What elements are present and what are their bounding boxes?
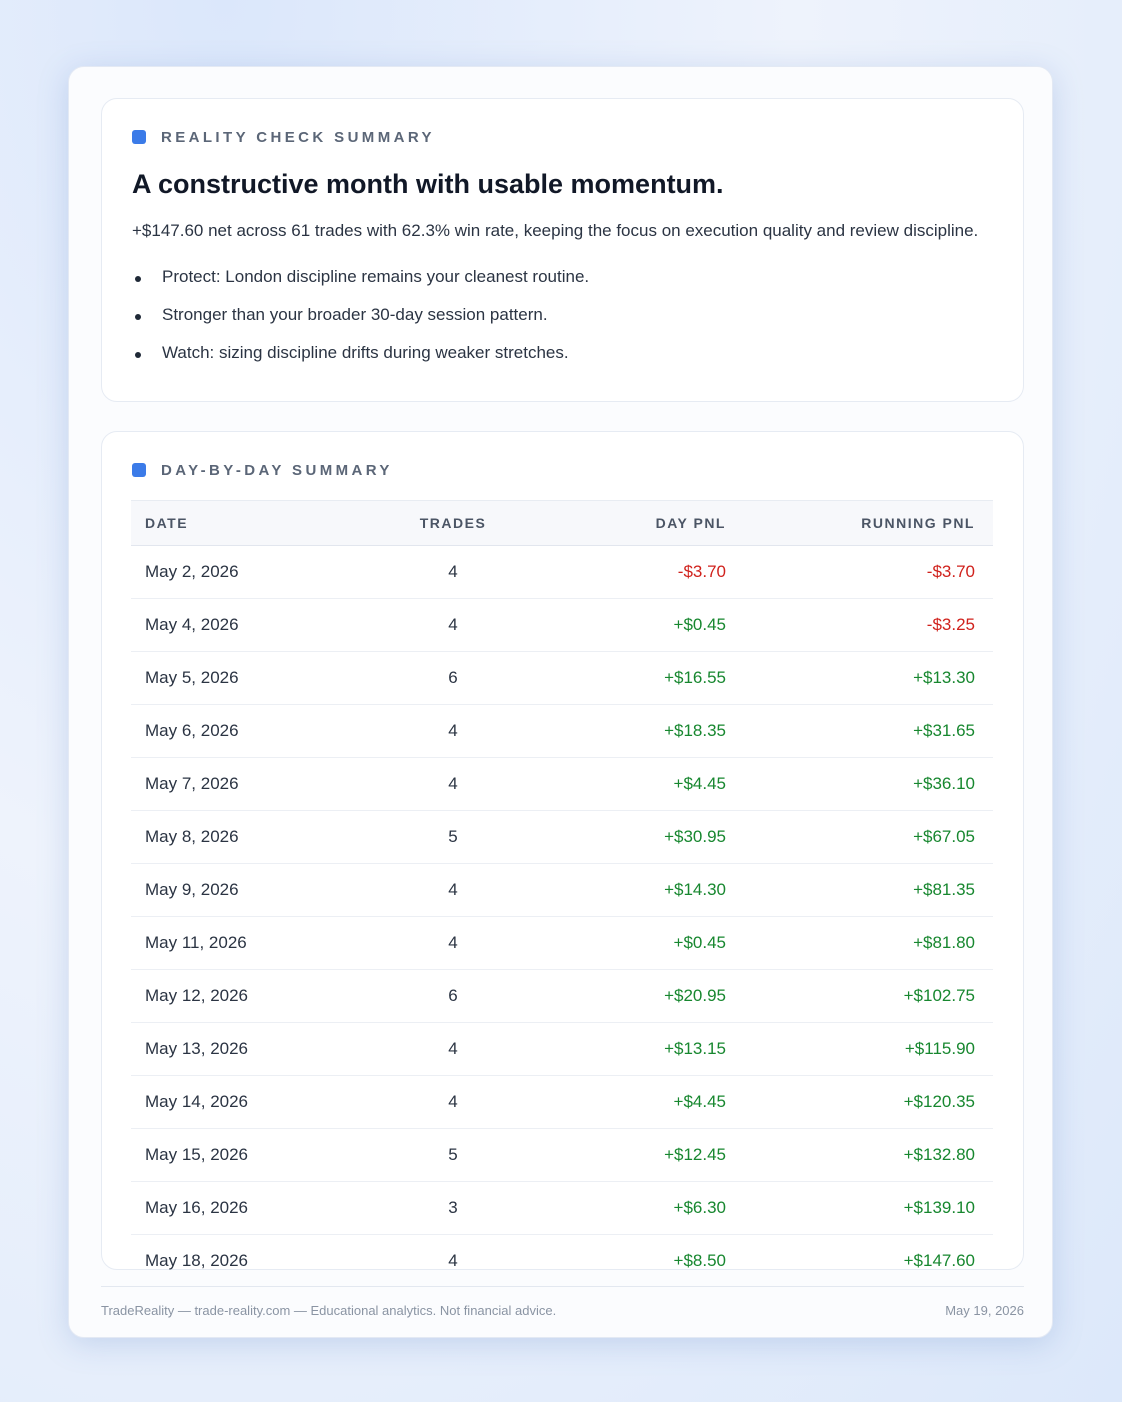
section-label-text: REALITY CHECK SUMMARY [161, 129, 435, 146]
table-row: May 16, 2026 3 +$6.30 +$139.10 [131, 1181, 993, 1235]
report-card: REALITY CHECK SUMMARY A constructive mon… [68, 66, 1053, 1338]
table-cell: +$81.35 [740, 863, 993, 917]
table-cell: +$8.50 [673, 1251, 726, 1270]
section-label: DAY-BY-DAY SUMMARY [132, 462, 393, 479]
table-cell: +$67.05 [740, 810, 993, 864]
summary-title: A constructive month with usable momentu… [132, 169, 724, 199]
table-body: May 2, 2026 4 -$3.70 -$3.70 May 4, 2026 4 +$0.… [131, 545, 993, 1288]
table-row: May 12, 2026 6 +$20.95 +$102.75 [131, 969, 993, 1023]
table-cell: 4 [381, 863, 525, 917]
table-cell: +$36.10 [740, 757, 993, 811]
table-cell: +$132.80 [740, 1128, 993, 1182]
header-row: DATE TRADES DAY PNL RUNNING PNL [131, 500, 993, 546]
table-row: May 11, 2026 4 +$0.45 +$81.80 [131, 916, 993, 970]
table-cell: 4 [381, 757, 525, 811]
table-row: May 6, 2026 4 +$18.35 +$31.65 [131, 704, 993, 758]
table-cell: 4 [381, 545, 525, 599]
table-row: May 18, 2026 4 +$8.50 +$147.60 [131, 1235, 993, 1288]
table-cell: +$120.35 [740, 1075, 993, 1129]
day-table: DATE TRADES DAY PNL RUNNING PNL May 2, 2026… [131, 500, 993, 1287]
table-cell: May 16, 2026 [131, 1181, 381, 1235]
table-cell: +$139.10 [740, 1181, 993, 1235]
table-row: May 5, 2026 6 +$16.55 +$13.30 [131, 651, 993, 705]
table-cell: +$6.30 [525, 1181, 740, 1235]
table-cell: May 6, 2026 [131, 704, 381, 758]
table-cell: 4 [381, 916, 525, 970]
table-cell: 4 [448, 1251, 458, 1270]
table-cell: May 5, 2026 [131, 651, 381, 705]
table-cell: 6 [381, 651, 525, 705]
table-cell: +$0.45 [525, 916, 740, 970]
column-header: DAY PNL [525, 500, 740, 546]
table-row: May 13, 2026 4 +$13.15 +$115.90 [131, 1022, 993, 1076]
table-cell: May 4, 2026 [131, 598, 381, 652]
section-label: REALITY CHECK SUMMARY [132, 129, 435, 146]
table-cell: +$115.90 [740, 1022, 993, 1076]
bullet: Stronger than your broader 30-day sessio… [132, 305, 589, 343]
table-cell: +$20.95 [525, 969, 740, 1023]
summary-card: REALITY CHECK SUMMARY A constructive mon… [101, 98, 1024, 402]
summary-text: +$147.60 net across 61 trades with 62.3%… [132, 221, 979, 240]
table-cell: May 8, 2026 [131, 810, 381, 864]
table-cell: +$102.75 [740, 969, 993, 1023]
table-cell: May 13, 2026 [131, 1022, 381, 1076]
table-cell: -$3.70 [740, 545, 993, 599]
table-cell: May 12, 2026 [131, 969, 381, 1023]
table-cell: +$147.60 [903, 1251, 975, 1270]
table-cell: May 18, 2026 [145, 1251, 249, 1270]
table-cell: May 9, 2026 [131, 863, 381, 917]
table-cell: May 14, 2026 [131, 1075, 381, 1129]
table-row: May 4, 2026 4 +$0.45 -$3.25 [131, 598, 993, 652]
table-cell: 4 [381, 704, 525, 758]
table-cell: +$4.45 [525, 1075, 740, 1129]
table-card: DAY-BY-DAY SUMMARY DATE TRADES DAY PNL RUNN… [101, 431, 1024, 1270]
table-cell: 3 [381, 1181, 525, 1235]
column-header: TRADES [381, 500, 525, 546]
column-header: RUNNING PNL [740, 500, 993, 546]
table-cell: 6 [381, 969, 525, 1023]
bullet: Watch: sizing discipline drifts during w… [132, 343, 589, 381]
table-row: May 9, 2026 4 +$14.30 +$81.35 [131, 863, 993, 917]
table-cell: May 7, 2026 [131, 757, 381, 811]
table-cell: -$3.25 [740, 598, 993, 652]
table-cell: +$30.95 [525, 810, 740, 864]
table-row: May 8, 2026 5 +$30.95 +$67.05 [131, 810, 993, 864]
footer-right: May 19, 2026 [945, 1303, 1024, 1318]
section-label-text: DAY-BY-DAY SUMMARY [161, 462, 393, 479]
footer: TradeReality — trade-reality.com — Educa… [101, 1286, 1024, 1318]
table-cell: May 11, 2026 [131, 916, 381, 970]
table-cell: May 2, 2026 [131, 545, 381, 599]
table-cell: +$18.35 [525, 704, 740, 758]
table-cell: -$3.70 [525, 545, 740, 599]
column-header: DATE [131, 500, 381, 546]
table-cell: +$31.65 [740, 704, 993, 758]
table-cell: +$12.45 [525, 1128, 740, 1182]
table-cell: +$13.30 [740, 651, 993, 705]
table-cell: 5 [381, 810, 525, 864]
table-cell: +$4.45 [525, 757, 740, 811]
table-cell: 5 [381, 1128, 525, 1182]
table-cell: May 15, 2026 [131, 1128, 381, 1182]
table-row: May 15, 2026 5 +$12.45 +$132.80 [131, 1128, 993, 1182]
table-cell: 4 [381, 1075, 525, 1129]
table-cell: +$13.15 [525, 1022, 740, 1076]
table-row: May 14, 2026 4 +$4.45 +$120.35 [131, 1075, 993, 1129]
bullet-list: Protect: London discipline remains your … [132, 267, 589, 381]
bullet: Protect: London discipline remains your … [132, 267, 589, 305]
table-cell: +$14.30 [525, 863, 740, 917]
table-cell: +$0.45 [525, 598, 740, 652]
footer-left: TradeReality — trade-reality.com — Educa… [101, 1303, 557, 1318]
table-cell: +$16.55 [525, 651, 740, 705]
table-row: May 7, 2026 4 +$4.45 +$36.10 [131, 757, 993, 811]
table-cell: +$81.80 [740, 916, 993, 970]
table-row: May 2, 2026 4 -$3.70 -$3.70 [131, 545, 993, 599]
table-cell: 4 [381, 1022, 525, 1076]
table-cell: 4 [381, 598, 525, 652]
